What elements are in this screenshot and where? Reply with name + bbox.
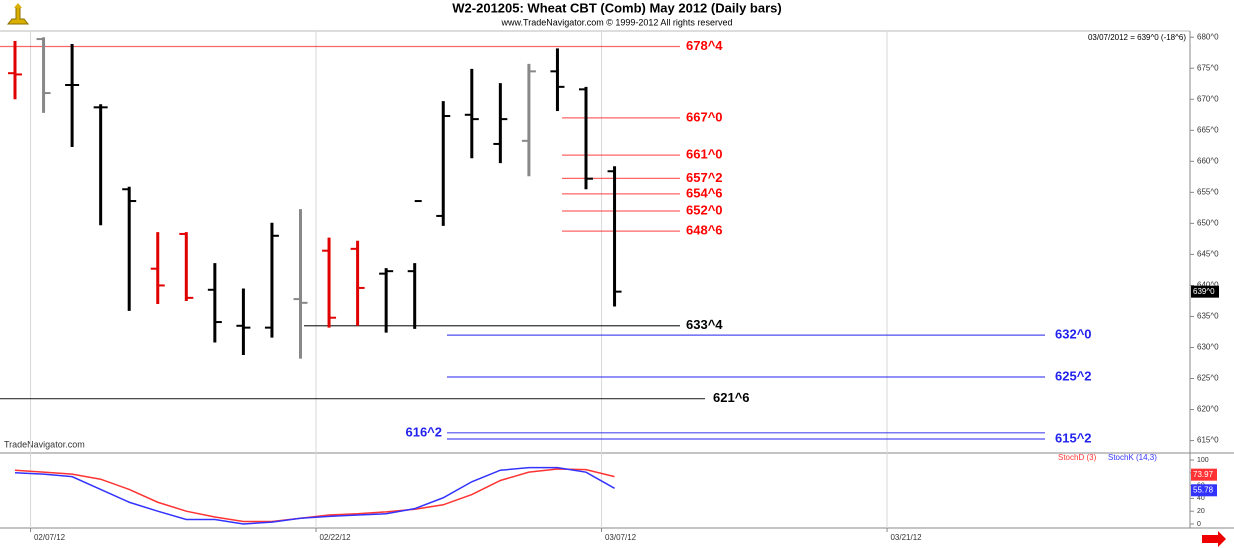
ohlc-bar: [264, 222, 279, 338]
level-label: 648^6: [686, 223, 723, 238]
date-label: 03/07/12: [605, 533, 637, 542]
last-price-box: [1191, 285, 1219, 298]
ohlc-bar: [150, 232, 165, 305]
level-label: 667^0: [686, 109, 723, 124]
stoch-tick-label: 40: [1197, 495, 1205, 502]
ohlc-bar: [436, 101, 451, 226]
ohlc-bar: [379, 268, 394, 333]
y-tick-label: 680^0: [1197, 32, 1219, 41]
legend-entry: StochD (3): [1058, 453, 1097, 462]
last-price-label: 639^0: [1193, 287, 1215, 296]
stoch-tick-label: 100: [1197, 457, 1209, 464]
level-label: 633^4: [686, 317, 723, 332]
last-value-label: 73.97: [1193, 470, 1214, 479]
watermark: TradeNavigator.com: [4, 439, 85, 449]
level-label: 621^6: [713, 390, 750, 405]
ohlc-bar: [350, 240, 365, 326]
y-tick-label: 670^0: [1197, 94, 1219, 103]
y-tick-label: 660^0: [1197, 156, 1219, 165]
y-tick-label: 615^0: [1197, 436, 1219, 445]
ohlc-bar: [36, 37, 51, 113]
ohlc-bar: [407, 200, 422, 329]
ohlc-bar: [65, 44, 80, 148]
date-label: 02/07/12: [34, 533, 66, 542]
logo: [6, 3, 30, 25]
ohlc-bar: [236, 288, 251, 355]
date-label: 02/22/12: [319, 533, 351, 542]
y-tick-label: 665^0: [1197, 125, 1219, 134]
y-tick-label: 645^0: [1197, 250, 1219, 259]
y-tick-label: 640^0: [1197, 281, 1219, 290]
ohlc-bar: [122, 186, 137, 311]
ohlc-bar: [93, 104, 108, 226]
ohlc-bar: [179, 232, 194, 301]
y-tick-label: 620^0: [1197, 405, 1219, 414]
y-tick-label: 625^0: [1197, 374, 1219, 383]
scroll-arrow[interactable]: [1202, 531, 1226, 547]
last-value-box: [1191, 468, 1217, 481]
date-label: 03/21/12: [890, 533, 922, 542]
level-label: 661^0: [686, 147, 723, 162]
y-tick-label: 635^0: [1197, 312, 1219, 321]
ohlc-bar: [207, 263, 222, 343]
stoch-tick-label: 0: [1197, 521, 1201, 528]
y-tick-label: 655^0: [1197, 187, 1219, 196]
ohlc-bar: [493, 83, 508, 164]
ohlc-bar: [293, 209, 308, 359]
level-label: 654^6: [686, 185, 723, 200]
legend-entry: StochK (14,3): [1108, 453, 1157, 462]
level-label: 616^2: [405, 424, 442, 439]
y-tick-label: 650^0: [1197, 218, 1219, 227]
ohlc-bar: [550, 48, 565, 112]
y-tick-label: 630^0: [1197, 343, 1219, 352]
level-label: 678^4: [686, 38, 723, 53]
ohlc-bar: [8, 40, 22, 100]
ohlc-bar: [464, 68, 479, 159]
level-label: 625^2: [1055, 368, 1092, 383]
stoch-tick-label: 20: [1197, 508, 1205, 515]
stoch-line: [14, 466, 615, 525]
y-tick-label: 675^0: [1197, 63, 1219, 72]
subtitle: www.TradeNavigator.com © 1999-2012 All r…: [501, 17, 733, 27]
ohlc-bar: [521, 63, 536, 177]
ohlc-bar: [322, 237, 337, 328]
ohlc-bar: [607, 166, 622, 307]
ohlc-bar: [579, 86, 593, 190]
title: W2-201205: Wheat CBT (Comb) May 2012 (Da…: [452, 0, 781, 15]
level-label: 615^2: [1055, 430, 1092, 445]
level-label: 652^0: [686, 202, 723, 217]
last-value-label: 55.78: [1193, 485, 1214, 494]
level-label: 632^0: [1055, 327, 1092, 342]
annotation: 03/07/2012 = 639^0 (-18^6): [1088, 33, 1186, 42]
level-label: 657^2: [686, 170, 723, 185]
last-value-box: [1191, 484, 1217, 497]
